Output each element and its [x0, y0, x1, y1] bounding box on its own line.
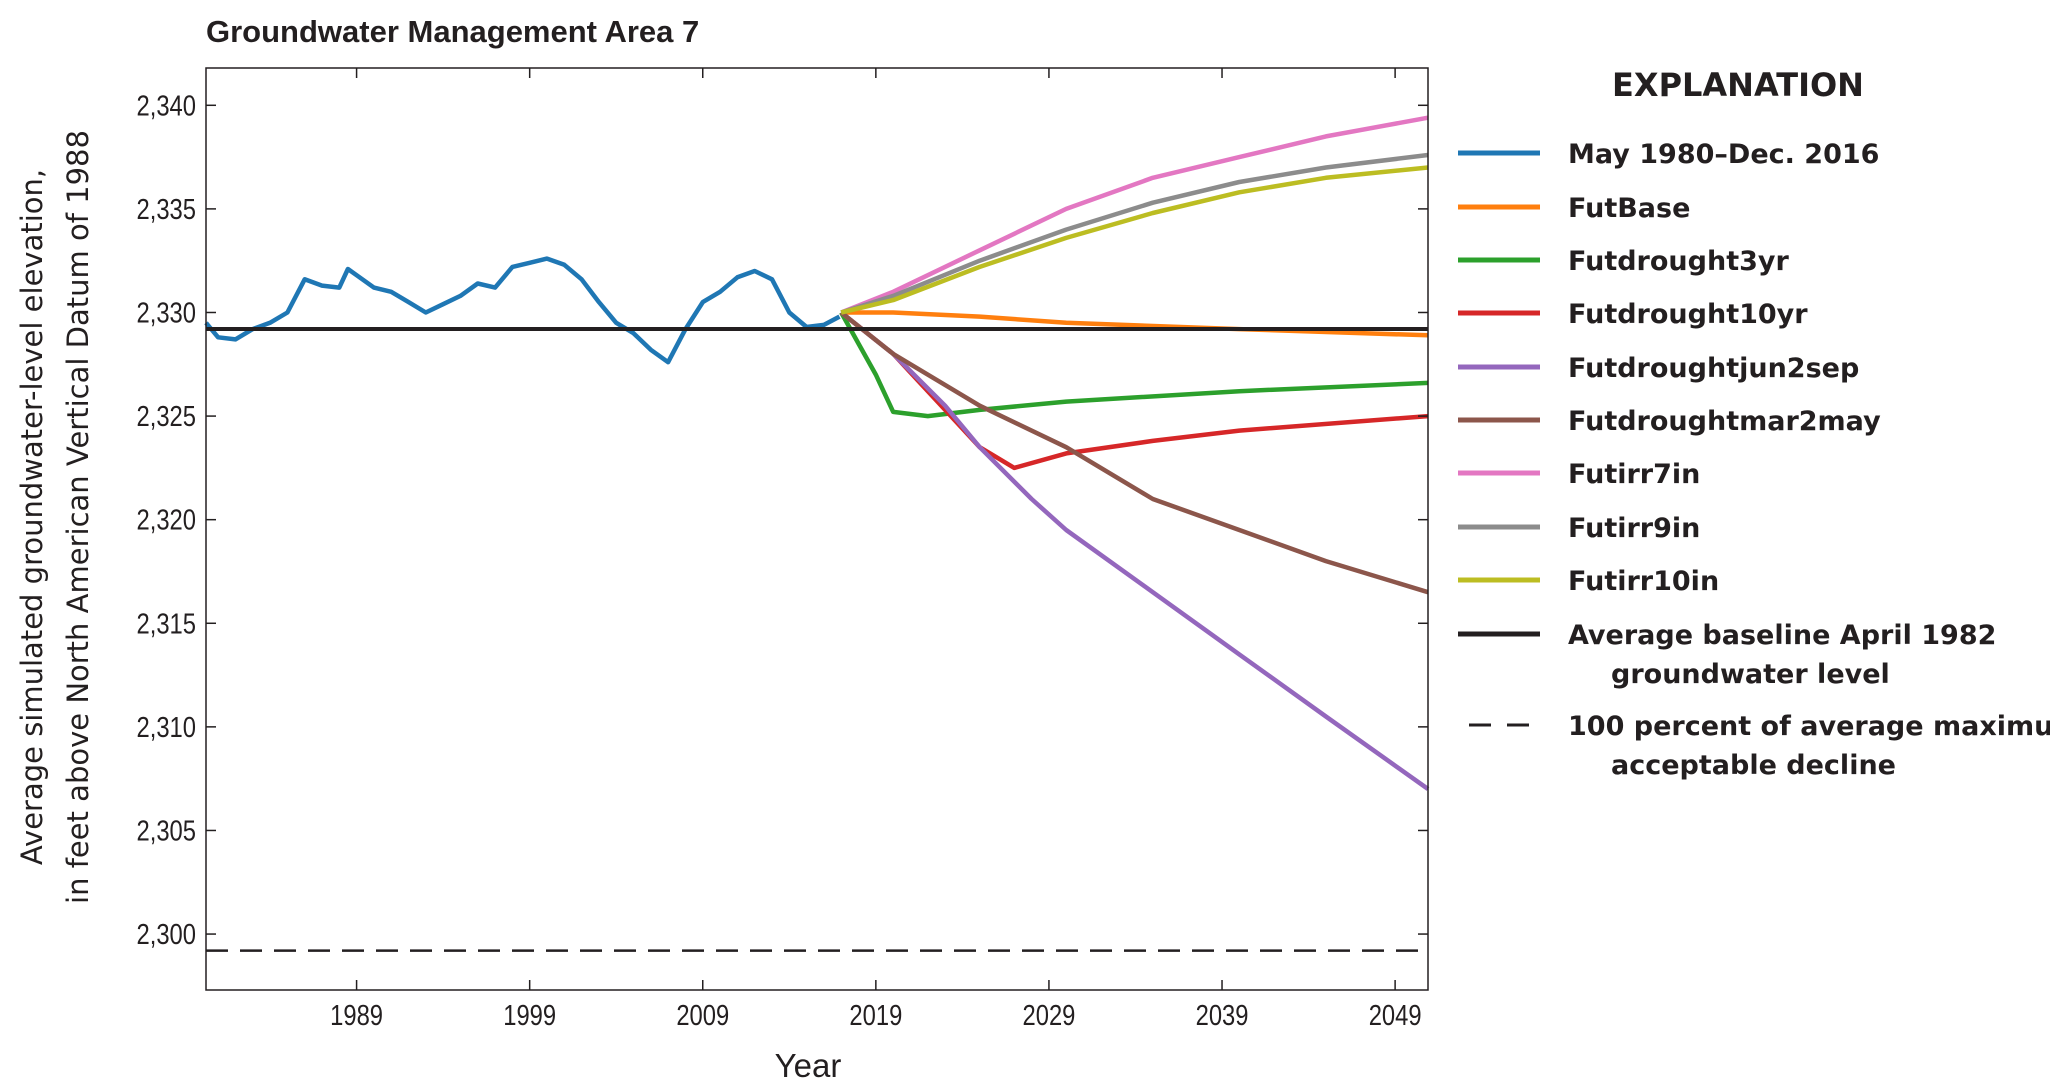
legend-title: EXPLANATION [1612, 66, 1864, 104]
series-line-8 [840, 165, 1429, 315]
legend: May 1980–Dec. 2016 FutBase Futdrought3yr Fu… [1458, 139, 2050, 781]
legend-label-decline-line1: 100 percent of average maximum [1568, 711, 2050, 742]
chart-title: Groundwater Management Area 7 [206, 14, 699, 49]
y-axis-label-line1: Average simulated groundwater-level elev… [15, 169, 49, 865]
legend-label-7: Futirr9in [1568, 513, 1700, 544]
legend-label-baseline-line1: Average baseline April 1982 [1568, 620, 1996, 651]
legend-label-4: Futdroughtjun2sep [1568, 353, 1859, 384]
legend-label-1: FutBase [1568, 193, 1690, 224]
y-tick-label: 2,300 [137, 918, 196, 951]
plot-area: 2,300 2,305 2,310 2,315 2,320 2,325 2,330 2,335… [137, 67, 1430, 1032]
series-line-1 [841, 310, 1429, 338]
legend-label-decline-line2: acceptable decline [1611, 750, 1896, 781]
legend-label-0: May 1980–Dec. 2016 [1568, 139, 1879, 170]
x-tick-label: 2019 [849, 999, 902, 1032]
legend-label-3: Futdrought10yr [1568, 299, 1808, 330]
series-line-5 [839, 310, 1429, 595]
legend-label-8: Futirr10in [1568, 566, 1719, 597]
x-tick-label: 1989 [330, 999, 383, 1032]
legend-label-5: Futdroughtmar2may [1568, 406, 1881, 437]
series-line-6 [840, 115, 1429, 315]
x-tick-label: 2029 [1023, 999, 1076, 1032]
series-line-7 [840, 152, 1429, 315]
x-axis-label: Year [775, 1047, 842, 1083]
y-tick-label: 2,335 [137, 193, 196, 226]
y-tick-label: 2,325 [137, 400, 196, 433]
y-tick-label: 2,305 [137, 814, 196, 847]
y-tick-label: 2,340 [137, 89, 196, 122]
y-tick-label: 2,320 [137, 503, 196, 536]
x-tick-label: 2049 [1369, 999, 1422, 1032]
y-axis-label-line2: in feet above North American Vertical Da… [61, 130, 95, 904]
legend-label-6: Futirr7in [1568, 459, 1700, 490]
legend-label-2: Futdrought3yr [1568, 246, 1789, 277]
y-tick-label: 2,330 [137, 296, 196, 329]
x-tick-label: 1999 [503, 999, 556, 1032]
x-tick-label: 2009 [676, 999, 729, 1032]
plot-frame [205, 67, 1429, 991]
legend-label-baseline-line2: groundwater level [1611, 659, 1890, 690]
x-tick-label: 2039 [1196, 999, 1249, 1032]
series-line-4 [839, 310, 1430, 791]
y-tick-label: 2,315 [137, 607, 196, 640]
series-line-0 [204, 256, 841, 365]
y-tick-label: 2,310 [137, 711, 196, 744]
series-line-2 [839, 311, 1429, 419]
